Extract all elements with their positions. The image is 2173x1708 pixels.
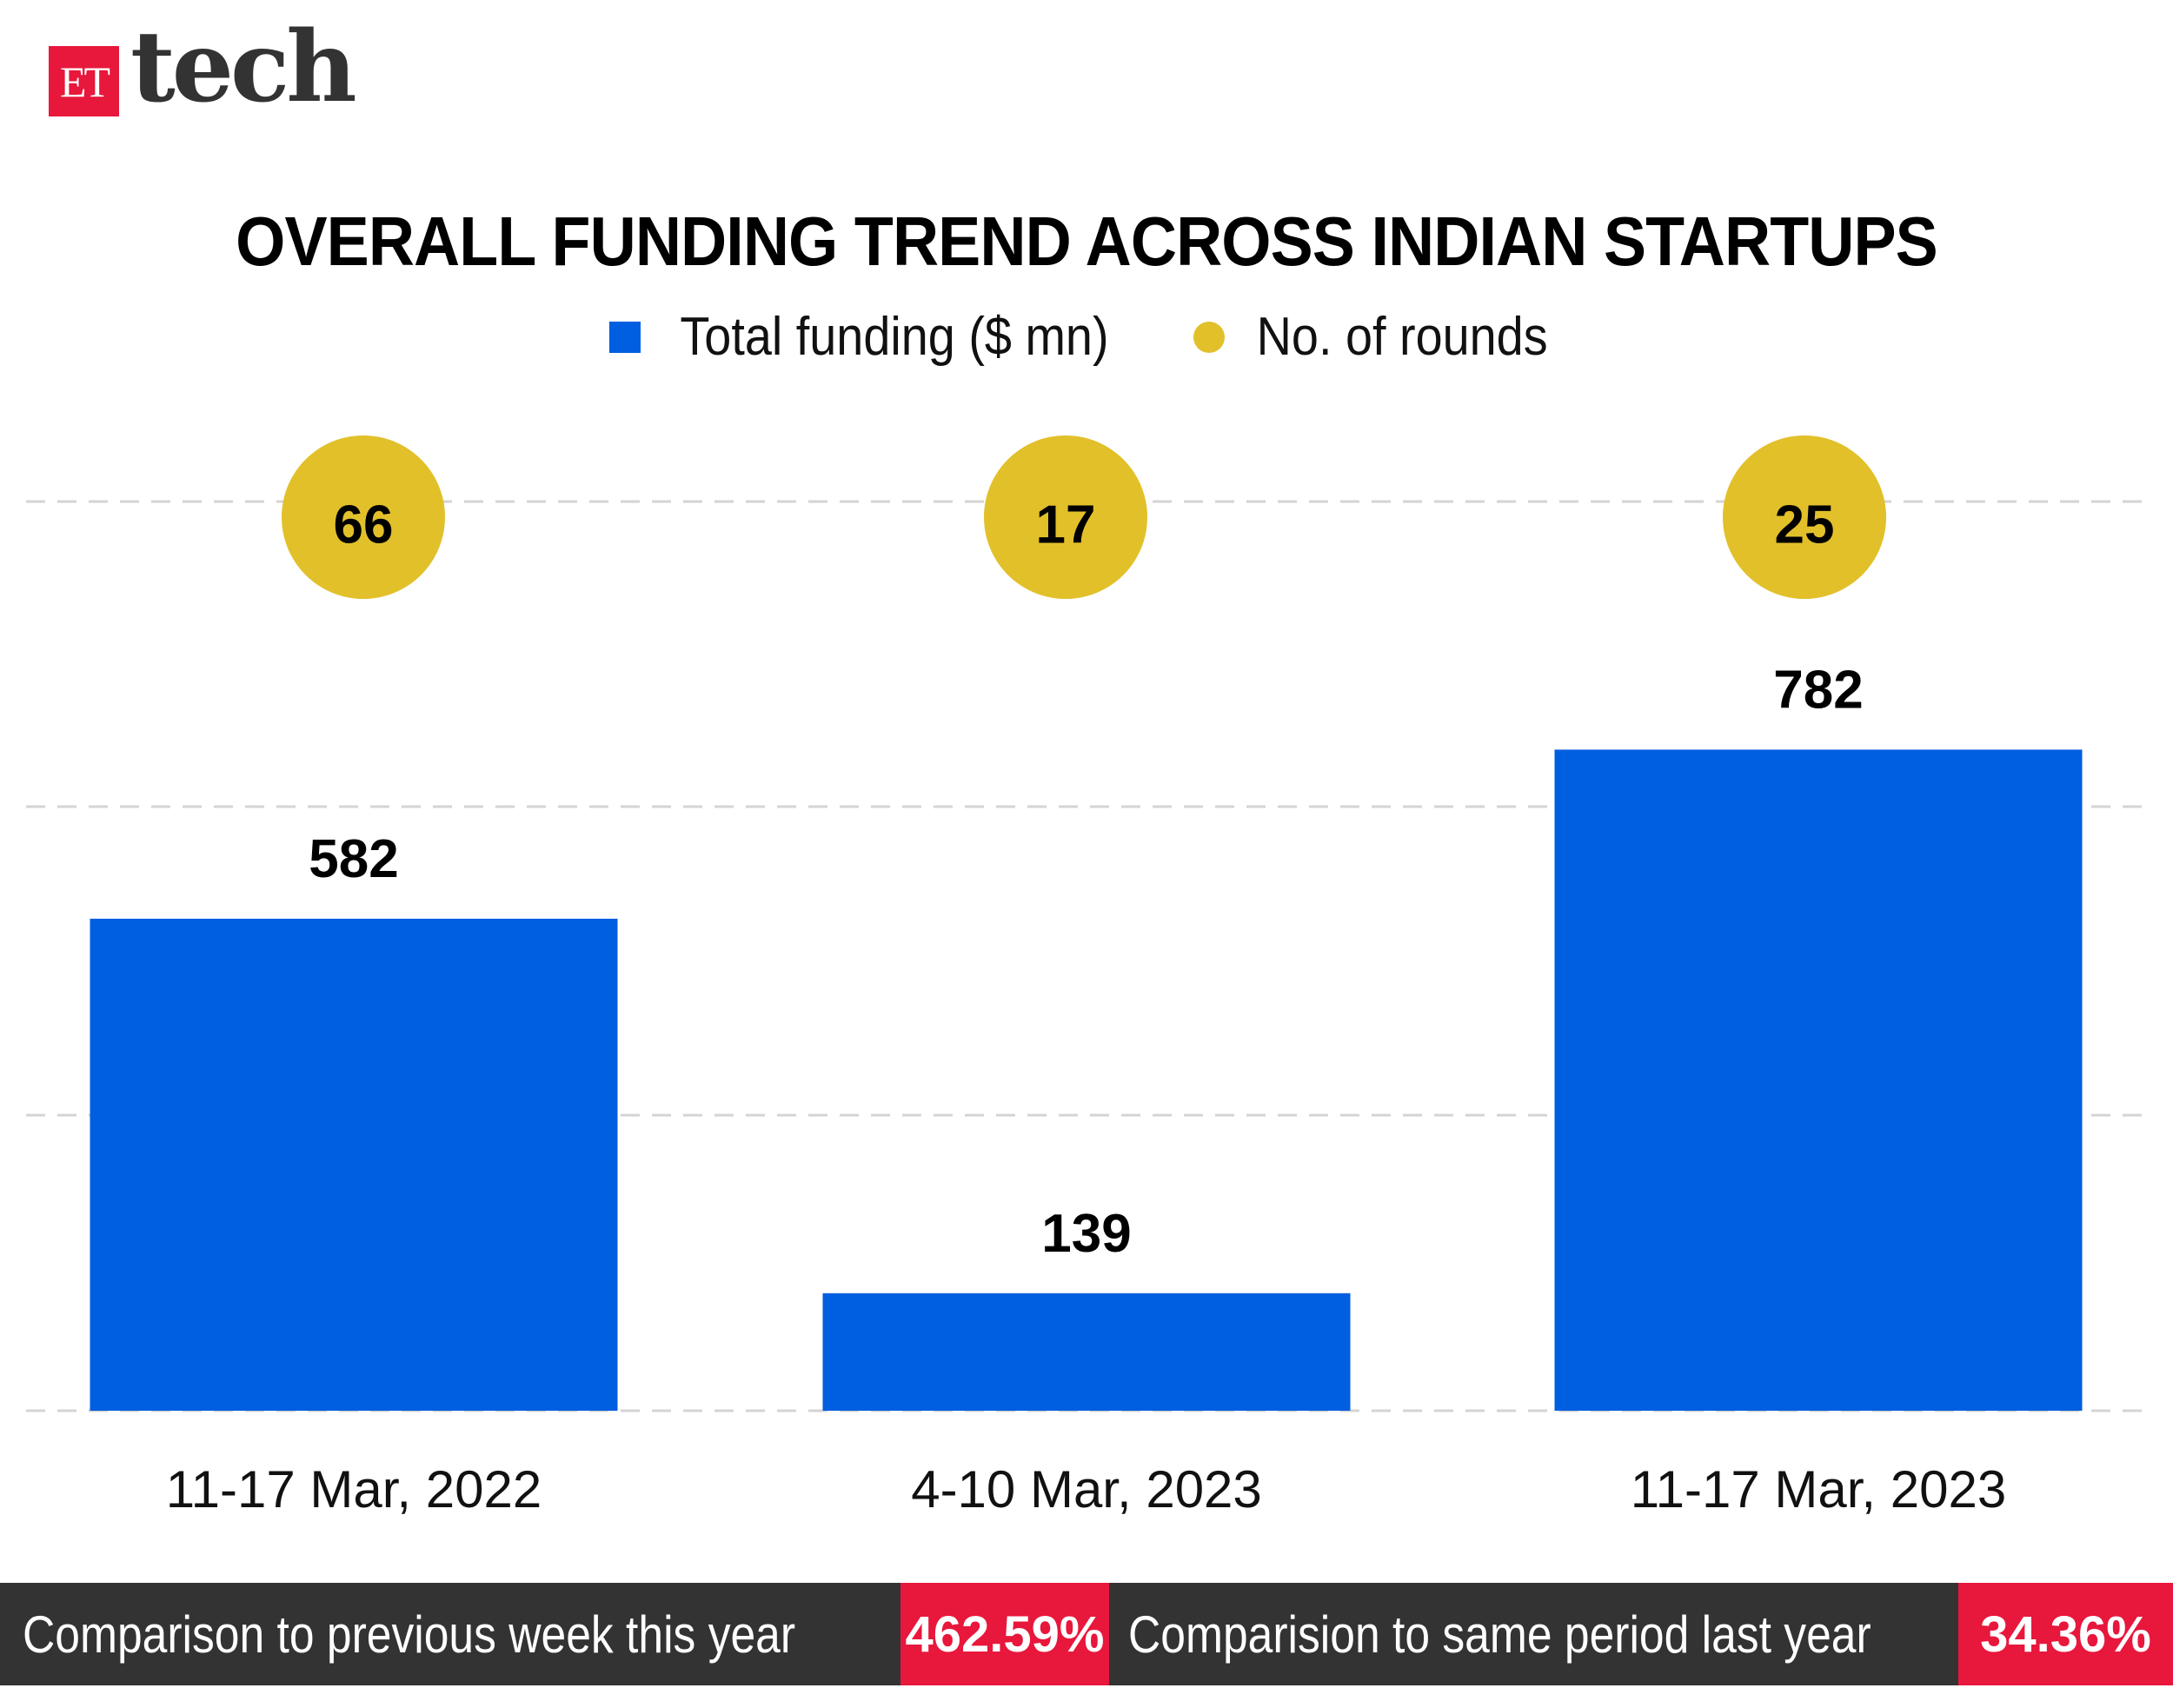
et-logo-icon: ET (49, 46, 119, 116)
comparison-last-year-label: Comparision to same period last year (1128, 1605, 1871, 1664)
chart-plot: 582 11-17 Mar, 2022 139 4-10 Mar, 2023 782 11… (26, 435, 2147, 1519)
chart-title: OVERALL FUNDING TREND ACROSS INDIAN STAR… (236, 203, 1938, 280)
legend-rounds: No. of rounds (1256, 307, 1548, 367)
rounds-value-label: 25 (1775, 495, 1835, 555)
comparison-prev-week-value: 462.59% (900, 1583, 1109, 1685)
rounds-value-label: 66 (334, 495, 394, 555)
comparison-prev-week-label: Comparison to previous week this year (23, 1605, 796, 1664)
comparison-last-year-value: 34.36% (1958, 1583, 2173, 1685)
legend: Total funding ($ mn) No. of rounds (0, 306, 2173, 368)
rounds-bubble (984, 435, 1147, 599)
rounds-bubble (1723, 435, 1886, 599)
bar-value-label: 582 (309, 829, 398, 889)
x-tick-label: 11-17 Mar, 2022 (166, 1460, 542, 1519)
rounds-value-label: 17 (1036, 495, 1096, 555)
x-tick-label: 4-10 Mar, 2023 (911, 1460, 1262, 1519)
rounds-bubble (282, 435, 445, 599)
legend-funding: Total funding ($ mn) (680, 307, 1109, 367)
bar-value-label: 782 (1773, 660, 1863, 720)
bar-value-label: 139 (1041, 1204, 1131, 1264)
funding-bar (1554, 749, 2083, 1411)
comparison-bar: Comparison to previous week this year 46… (0, 1583, 2173, 1685)
x-tick-label: 11-17 Mar, 2023 (1631, 1460, 2007, 1519)
legend-circle-icon (1193, 321, 1225, 353)
funding-bar (822, 1293, 1351, 1411)
tech-logo-word: tech (130, 10, 357, 124)
funding-bar (90, 918, 618, 1411)
legend-square-icon (608, 321, 641, 353)
